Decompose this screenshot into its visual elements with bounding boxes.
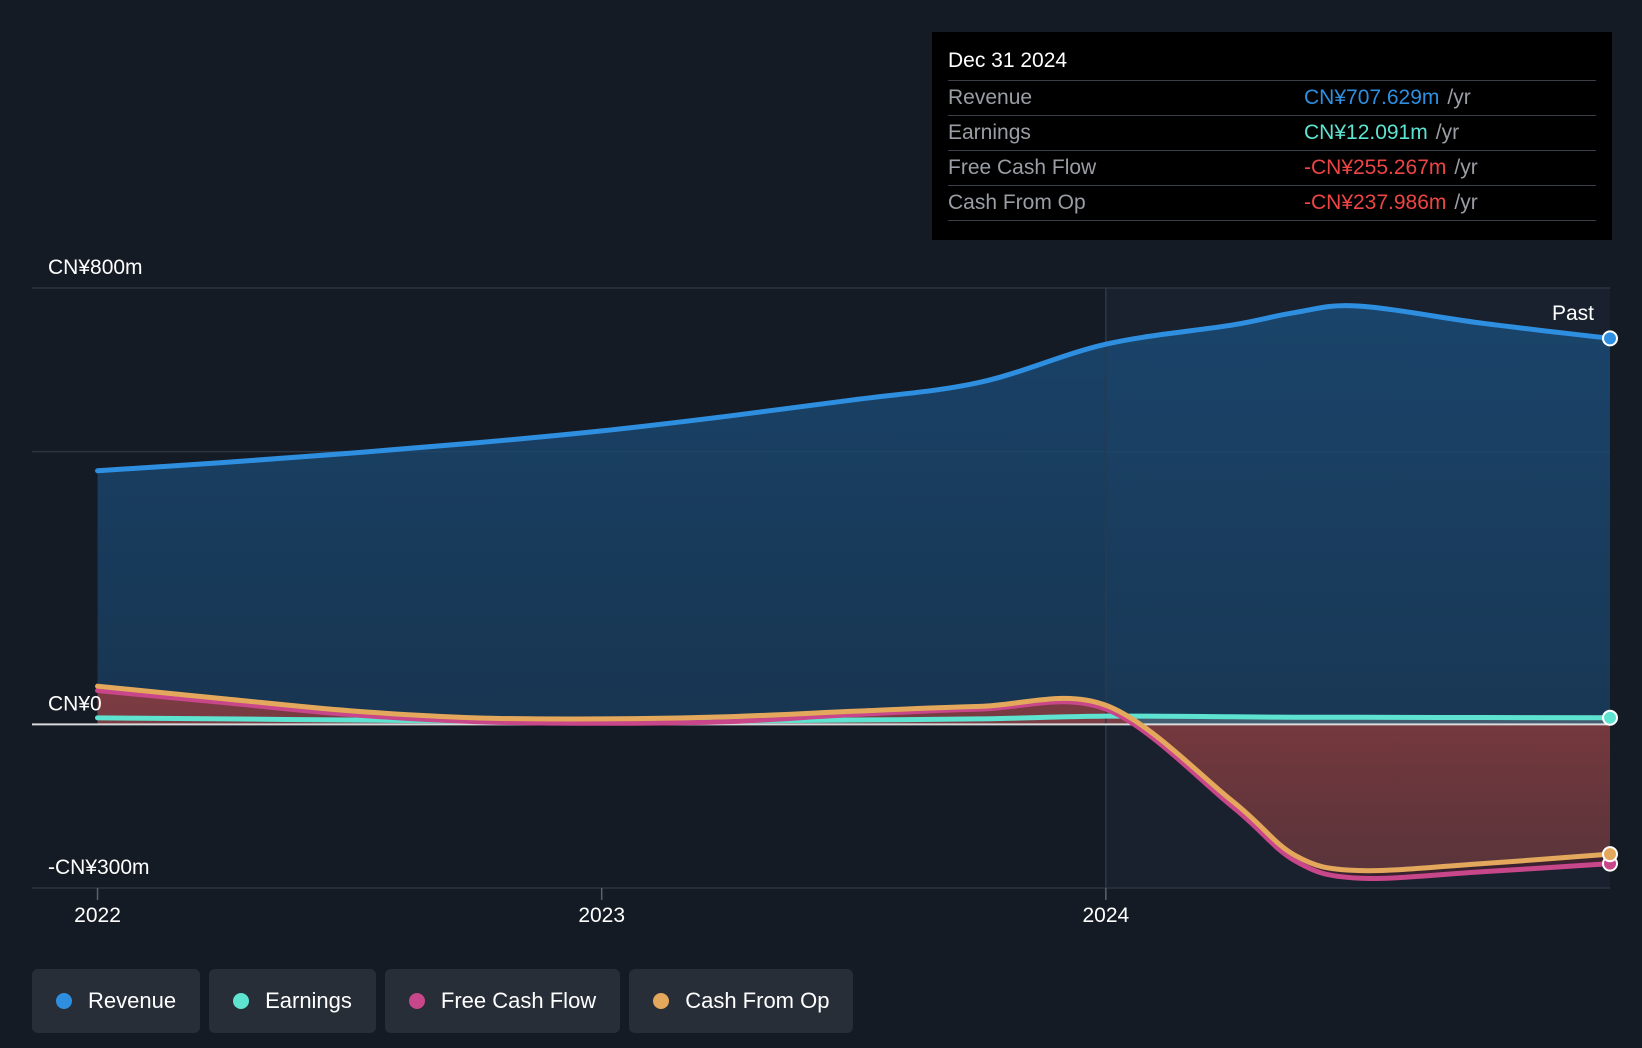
tooltip-row-label: Free Cash Flow <box>948 156 1097 179</box>
y-tick-label: -CN¥300m <box>48 856 150 879</box>
y-tick-label: CN¥0 <box>48 692 102 715</box>
tooltip-row-value: CN¥12.091m <box>1304 121 1428 144</box>
tooltip-panel: Dec 31 2024 Revenue CN¥707.629m/yr Earning… <box>932 32 1612 240</box>
tooltip-row-unit: /yr <box>1454 156 1478 179</box>
tooltip-row-value: -CN¥255.267m <box>1304 156 1447 179</box>
revenue-end-point <box>1602 330 1618 347</box>
y-tick-label: CN¥800m <box>48 256 143 279</box>
tooltip-row-label: Cash From Op <box>948 191 1086 214</box>
free-cash-flow-line <box>95 688 1613 881</box>
legend-item-cash-from-op[interactable]: Cash From Op <box>629 969 854 1033</box>
legend-label: Cash From Op <box>685 988 830 1013</box>
tooltip-row-unit: /yr <box>1447 86 1471 109</box>
legend-item-free-cash-flow[interactable]: Free Cash Flow <box>384 969 621 1033</box>
free-cash-flow-area <box>97 690 1611 879</box>
x-tick-label: 2022 <box>74 904 121 927</box>
legend-label: Free Cash Flow <box>440 988 597 1013</box>
legend-label: Earnings <box>265 988 352 1013</box>
legend-dot-icon <box>408 993 425 1009</box>
tooltip-row-unit: /yr <box>1435 121 1460 144</box>
legend: Revenue Earnings Free Cash Flow Cash From O… <box>32 969 854 1033</box>
legend-item-revenue[interactable]: Revenue <box>32 969 201 1033</box>
legend-item-earnings[interactable]: Earnings <box>209 969 376 1033</box>
tooltip-date: Dec 31 2024 <box>948 49 1068 72</box>
legend-dot-icon <box>56 993 72 1009</box>
tooltip-row: Earnings CN¥12.091m/yr <box>948 115 1596 150</box>
tooltip-row-label: Revenue <box>948 86 1033 109</box>
earnings-end-point <box>1602 709 1618 726</box>
x-tick-label: 2023 <box>578 904 625 927</box>
tooltip-row: Cash From Op -CN¥237.986m/yr <box>948 185 1596 221</box>
y-axis-labels: CN¥800m CN¥0 -CN¥300m <box>48 256 150 879</box>
series-lines <box>95 303 1613 881</box>
x-axis: 2022 2023 2024 <box>74 888 1130 927</box>
tooltip-row-label: Earnings <box>948 121 1031 144</box>
tooltip-row: Revenue CN¥707.629m/yr <box>948 80 1596 115</box>
legend-label: Revenue <box>88 988 177 1013</box>
tooltip-row: Free Cash Flow -CN¥255.267m/yr <box>948 150 1596 185</box>
legend-dot-icon <box>653 993 670 1009</box>
cash-from-op-area <box>97 686 1611 871</box>
series-end-markers <box>1602 330 1618 872</box>
revenue-area <box>97 305 1611 725</box>
cash-from-op-line <box>95 683 1613 874</box>
tooltip-rows: Revenue CN¥707.629m/yr Earnings CN¥12.091m /… <box>948 80 1596 221</box>
legend-dot-icon <box>233 993 250 1009</box>
cash-from-op-end-point <box>1602 846 1618 863</box>
x-tick-label: 2024 <box>1082 904 1129 927</box>
revenue-line <box>95 303 1613 474</box>
past-label: Past <box>1552 302 1594 325</box>
tooltip-row-value: -CN¥237.986m <box>1304 191 1447 214</box>
earnings-line <box>95 713 1613 725</box>
tooltip-row-unit: /yr <box>1454 191 1478 214</box>
series-areas <box>97 305 1611 879</box>
tooltip-row-value: CN¥707.629m <box>1304 86 1440 109</box>
